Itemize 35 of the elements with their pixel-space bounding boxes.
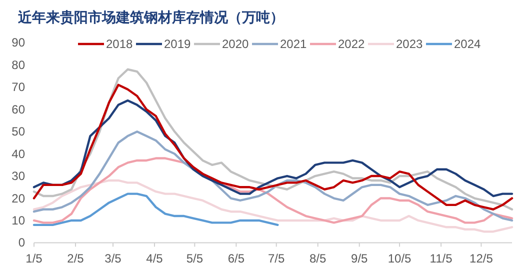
x-tick-label: 3/5 [104,252,122,266]
x-tick-label: 11/5 [430,252,453,266]
line-series [32,157,514,224]
x-tick-label: 4/5 [146,252,164,266]
y-tick-label: 60 [12,102,26,116]
line-series [32,99,514,198]
y-tick-label: 80 [12,58,26,72]
y-tick-label: 70 [12,80,26,94]
x-tick-label: 1/5 [26,252,43,266]
legend-label: 2022 [338,37,366,51]
legend-label: 2024 [454,37,482,51]
chart-title: 近年来贵阳市场建筑钢材库存情况（万吨） [17,9,284,26]
x-tick-label: 10/5 [388,252,412,266]
legend-label: 2020 [222,37,250,51]
line-series [32,179,514,233]
x-tick-label: 2/5 [67,252,84,266]
line-series [32,130,514,222]
x-tick-label: 5/5 [186,252,204,266]
y-tick-label: 40 [12,146,26,161]
x-tick-label: 8/5 [310,252,327,266]
y-tick-label: 50 [12,124,26,139]
x-tick-label: 6/5 [228,252,245,266]
legend-label: 2021 [280,37,308,51]
x-tick-label: 9/5 [351,252,368,266]
y-tick-label: 90 [12,36,26,50]
legend-label: 2018 [106,37,134,51]
y-tick-label: 30 [12,169,26,184]
legend-label: 2019 [164,37,192,51]
legend-label: 2023 [396,37,424,51]
x-tick-label: 12/5 [470,252,494,266]
line-series [32,192,279,226]
y-tick-label: 10 [12,213,26,228]
x-tick-label: 7/5 [268,252,286,266]
y-tick-label: 20 [12,191,26,206]
y-tick-label: 0 [18,236,26,250]
